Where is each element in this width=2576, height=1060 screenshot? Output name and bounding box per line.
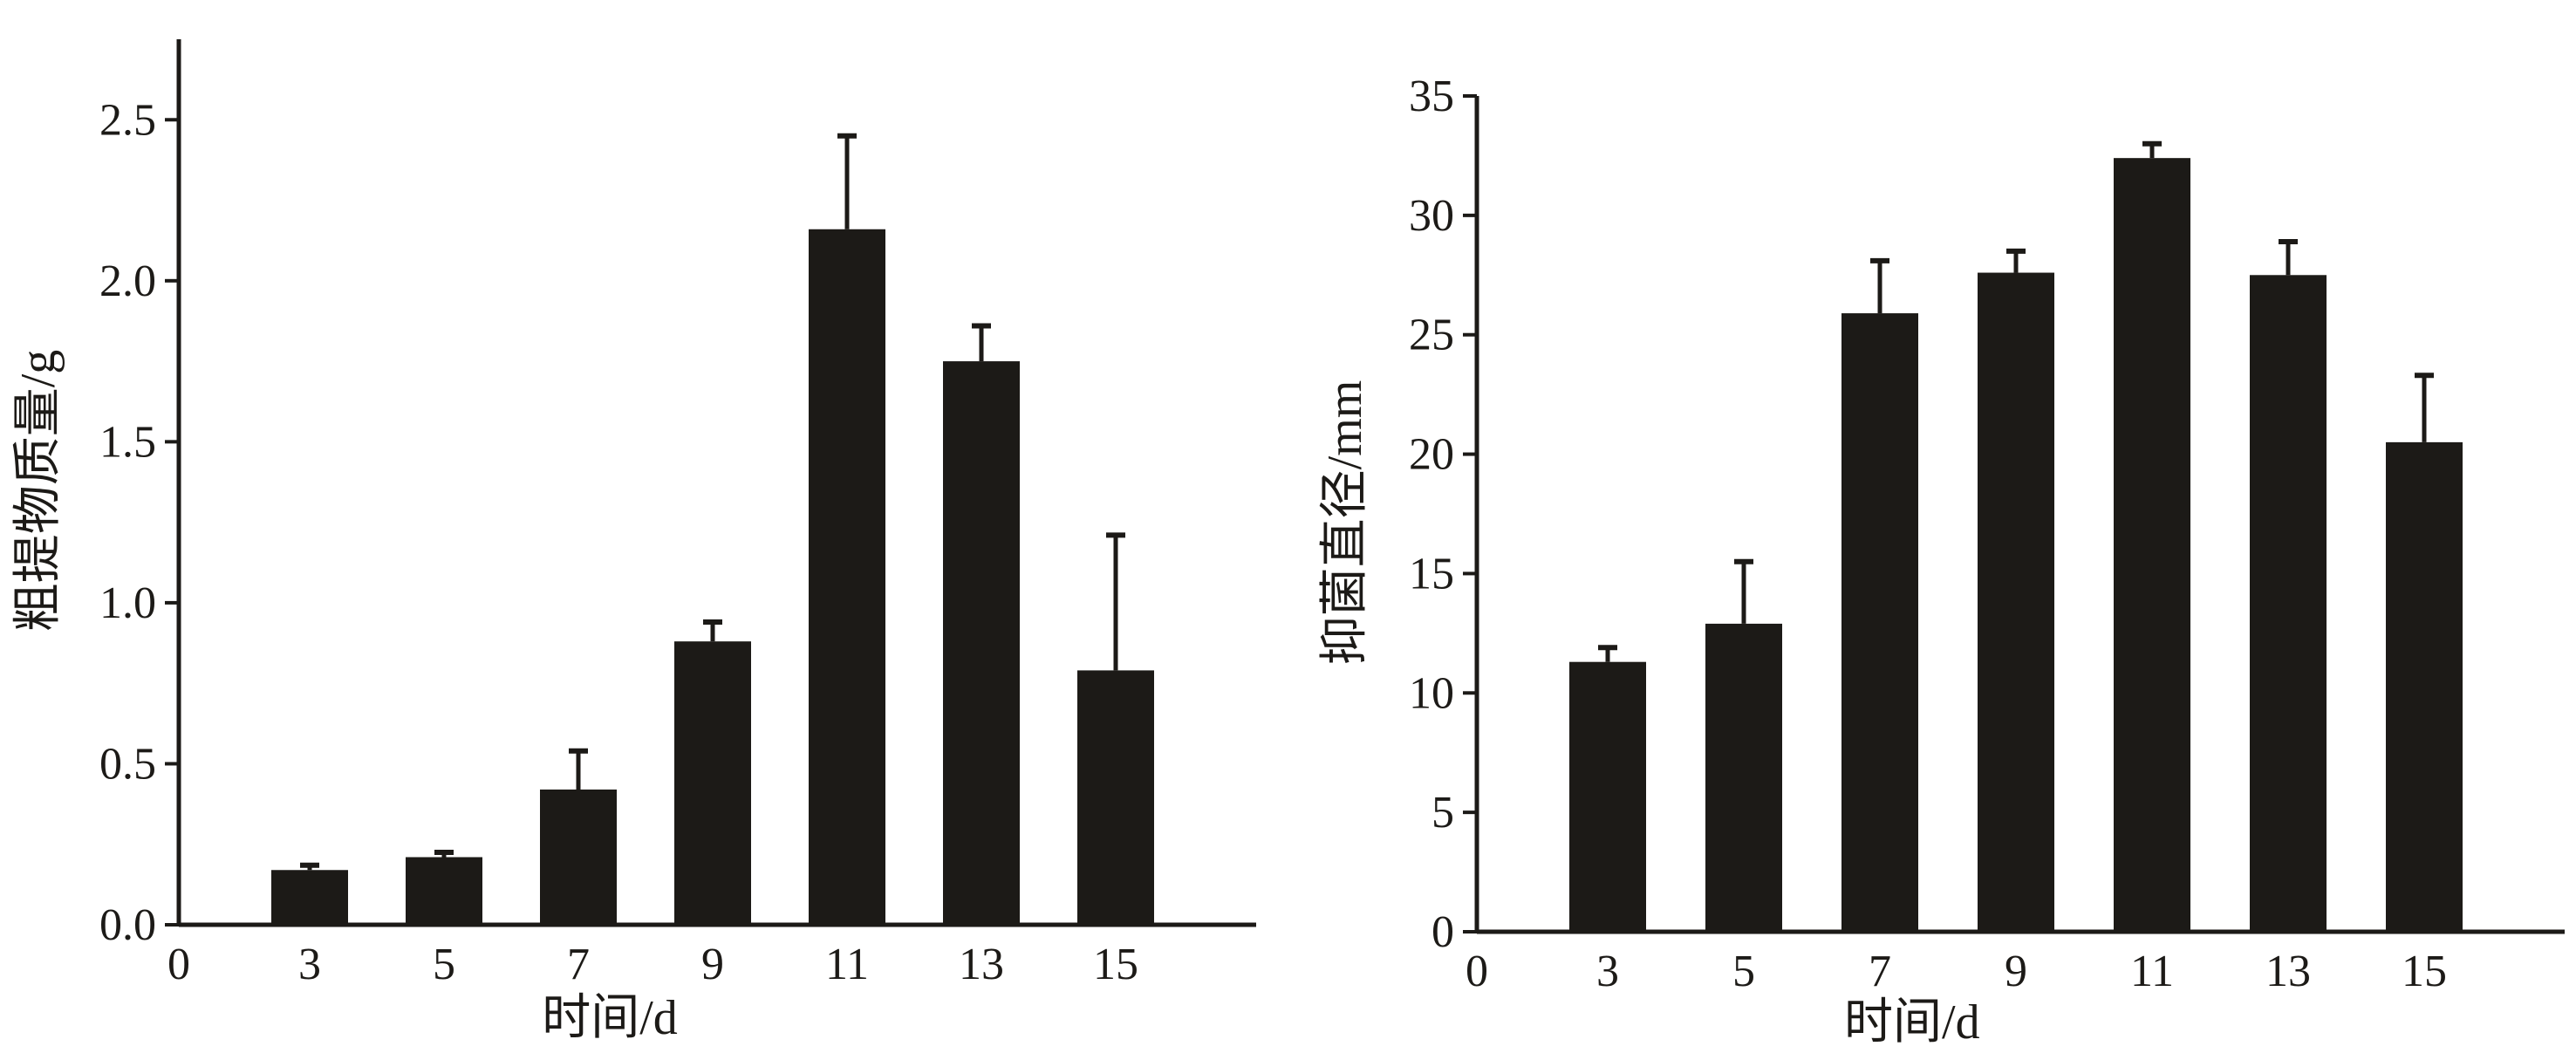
x-tick-label: 5 (1732, 947, 1755, 996)
x-tick-label: 15 (1093, 940, 1138, 989)
bar (2114, 158, 2190, 932)
x-axis-title: 时间/d (542, 991, 678, 1045)
x-tick-label: 9 (2005, 947, 2027, 996)
y-tick-label: 25 (1409, 311, 1454, 360)
x-tick-label: 3 (1596, 947, 1619, 996)
x-tick-label: 3 (298, 940, 321, 989)
x-origin-label: 0 (167, 940, 190, 989)
x-tick-label: 15 (2402, 947, 2447, 996)
x-tick-label: 11 (2130, 947, 2174, 996)
bar (1978, 272, 2054, 932)
y-tick-label: 5 (1431, 788, 1454, 838)
y-axis-title: 粗提物质量/g (11, 350, 65, 633)
bar (943, 361, 1020, 925)
x-tick-label: 7 (1869, 947, 1891, 996)
y-tick-label: 10 (1409, 668, 1454, 718)
y-tick-label: 1.0 (99, 578, 156, 628)
x-tick-label: 9 (701, 940, 724, 989)
y-tick-label: 0.0 (99, 900, 156, 950)
x-tick-label: 13 (2265, 947, 2311, 996)
y-tick-label: 2.5 (99, 95, 156, 145)
bar (1705, 623, 1782, 932)
x-tick-label: 13 (959, 940, 1004, 989)
y-tick-label: 1.5 (99, 417, 156, 467)
y-tick-label: 30 (1409, 191, 1454, 241)
bar (271, 870, 348, 925)
y-tick-label: 0 (1431, 907, 1454, 957)
chart-left: 0.0 0.5 1.0 1.5 2.0 2.5 0 3 5 7 9 11 13 15 时间/d 粗提物质量/g (11, 39, 1256, 1045)
y-tick-label: 15 (1409, 549, 1454, 598)
bar (1841, 313, 1918, 933)
x-origin-label: 0 (1466, 947, 1488, 996)
x-tick-label: 7 (567, 940, 590, 989)
y-axis-title: 抑菌直径/mm (1318, 380, 1372, 666)
bar (674, 641, 751, 925)
y-tick-label: 0.5 (99, 739, 156, 789)
y-tick-label: 2.0 (99, 256, 156, 306)
bar (406, 857, 482, 925)
y-tick-label: 20 (1409, 430, 1454, 480)
bar (809, 229, 885, 925)
bar (2386, 441, 2463, 932)
x-axis-title: 时间/d (1844, 995, 1980, 1050)
bar (1569, 661, 1646, 932)
x-tick-label: 11 (825, 940, 869, 989)
bar (1077, 670, 1154, 925)
bar (540, 789, 617, 925)
y-tick-label: 35 (1409, 72, 1454, 121)
bar (2250, 275, 2327, 932)
x-tick-label: 5 (433, 940, 455, 989)
